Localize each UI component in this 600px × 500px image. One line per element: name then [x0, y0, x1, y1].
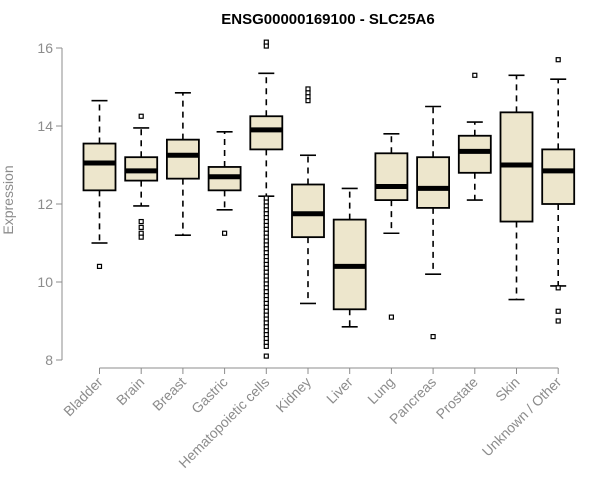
- box-pancreas: [416, 105, 451, 340]
- outlier-point: [138, 234, 144, 240]
- box-skin: [499, 74, 534, 301]
- outlier-point: [222, 230, 228, 236]
- box-prostate: [457, 72, 492, 201]
- x-tick-label: Lung: [364, 374, 397, 407]
- box-gastric: [207, 131, 242, 236]
- box-unknown-other: [541, 57, 576, 324]
- iqr-box: [249, 115, 284, 151]
- x-tick-label: Prostate: [433, 374, 481, 422]
- y-tick-label: 16: [37, 40, 53, 56]
- chart-title: ENSG00000169100 - SLC25A6: [221, 11, 434, 28]
- x-tick-label: Unknown / Other: [479, 374, 565, 460]
- x-tick-label: Bladder: [60, 374, 106, 420]
- box-kidney: [291, 86, 325, 305]
- outlier-point: [388, 314, 394, 320]
- iqr-box: [416, 156, 451, 209]
- box-lung: [374, 133, 409, 320]
- outlier-point: [555, 57, 561, 63]
- x-tick-label: Kidney: [273, 374, 315, 416]
- y-tick-label: 10: [37, 274, 53, 290]
- outlier-point: [430, 334, 436, 340]
- plot-area: [82, 39, 576, 359]
- outlier-point: [96, 263, 103, 269]
- y-tick-label: 8: [45, 352, 53, 368]
- outlier-point: [555, 285, 561, 291]
- outlier-point: [138, 224, 144, 230]
- x-tick-label: Liver: [323, 374, 356, 407]
- iqr-box: [291, 183, 325, 239]
- iqr-box: [457, 134, 492, 174]
- box-breast: [165, 92, 200, 236]
- outlier-point: [138, 113, 144, 119]
- box-hematopoietic-cells: [249, 39, 284, 359]
- iqr-box: [541, 148, 576, 205]
- outlier-point: [263, 343, 269, 349]
- x-tick-label: Brain: [113, 374, 147, 408]
- x-tick-label: Skin: [492, 374, 523, 405]
- iqr-box: [374, 152, 409, 202]
- y-axis-label: Expression: [0, 165, 16, 234]
- box-brain: [124, 113, 159, 240]
- outlier-point: [555, 318, 561, 324]
- y-tick-label: 14: [37, 118, 53, 134]
- outlier-point: [305, 98, 311, 104]
- box-bladder: [82, 99, 117, 269]
- x-tick-label: Breast: [149, 374, 189, 414]
- iqr-box: [82, 142, 117, 192]
- y-axis: 8 10 12 14 16: [37, 40, 63, 368]
- outlier-point: [472, 72, 478, 78]
- outlier-point: [555, 308, 561, 314]
- outlier-point: [263, 353, 269, 359]
- y-tick-label: 12: [37, 196, 53, 212]
- iqr-box: [165, 138, 200, 180]
- box-liver: [332, 187, 367, 328]
- outlier-point: [138, 218, 144, 225]
- outlier-point: [263, 43, 269, 49]
